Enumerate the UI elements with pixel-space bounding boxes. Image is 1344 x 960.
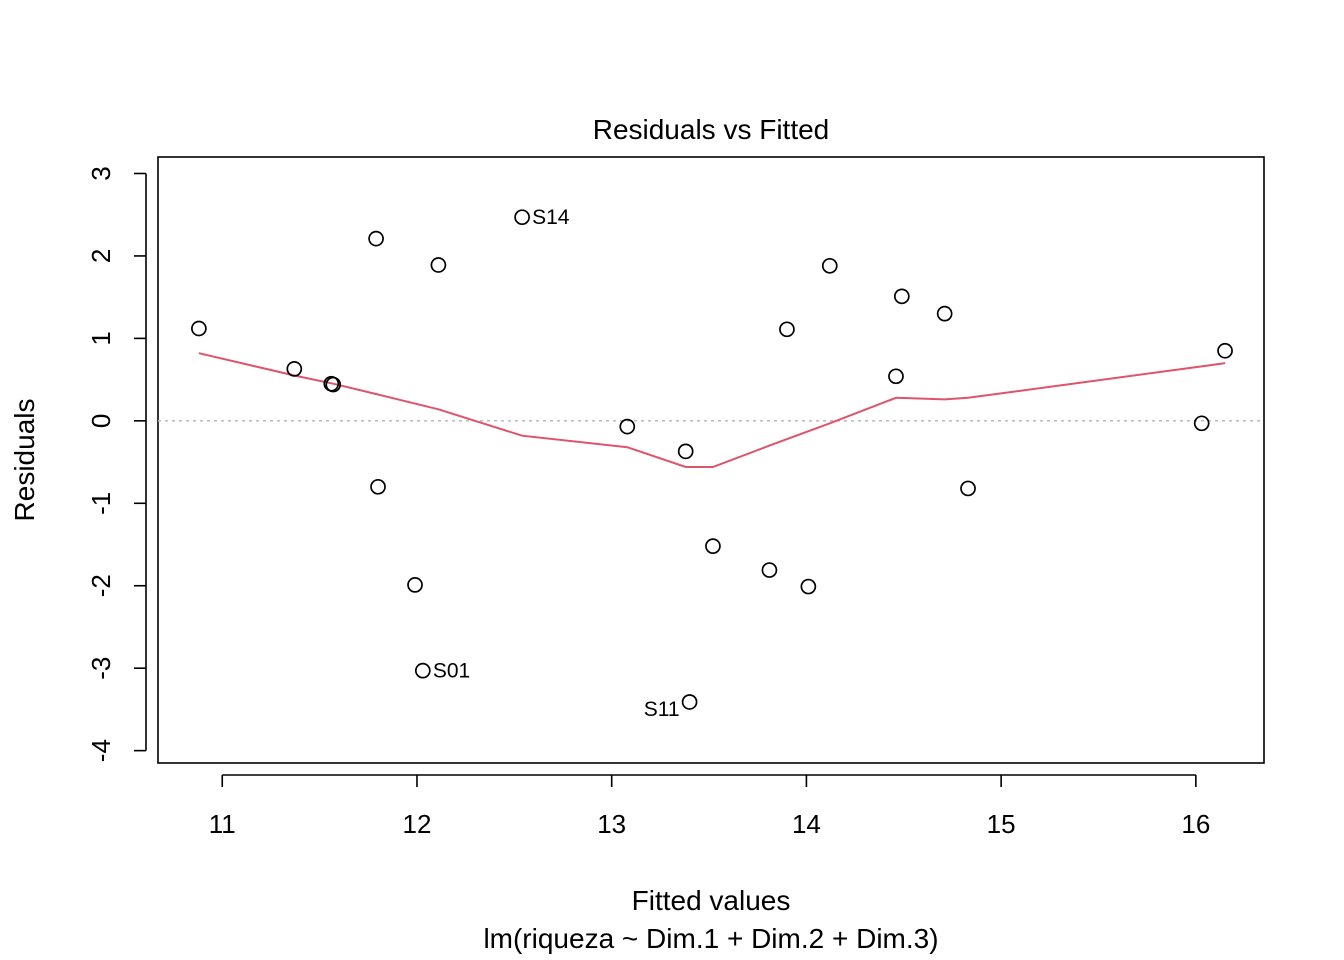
y-tick-label: -3 (86, 657, 116, 680)
x-tick-label: 13 (597, 809, 626, 839)
y-tick-label: -1 (86, 492, 116, 515)
x-axis: 11 12 13 14 15 16 (209, 774, 1210, 839)
data-point (514, 209, 530, 226)
y-tick-label: -2 (86, 574, 116, 597)
y-tick-label: 3 (86, 166, 116, 180)
data-point (407, 577, 423, 593)
model-formula-subtitle: lm(riqueza ~ Dim.1 + Dim.2 + Dim.3) (483, 923, 938, 954)
chart-title: Residuals vs Fitted (593, 114, 830, 145)
smooth-line (198, 352, 1226, 468)
x-tick-label: 12 (403, 809, 432, 839)
data-point (821, 257, 838, 274)
y-tick-label: 2 (86, 249, 116, 263)
data-point (414, 662, 431, 679)
data-point (681, 694, 698, 710)
data-point (677, 443, 694, 460)
point-label: S14 (532, 206, 570, 229)
data-point (430, 257, 447, 273)
data-point (893, 288, 910, 305)
data-point (1217, 342, 1233, 359)
data-point (619, 418, 636, 435)
plot-frame (157, 156, 1265, 764)
x-tick-label: 15 (987, 809, 1016, 839)
y-tick-label: 0 (86, 414, 116, 428)
x-tick-label: 14 (792, 809, 821, 839)
data-point (1193, 415, 1210, 432)
data-point (779, 321, 795, 338)
point-label: S01 (433, 660, 470, 683)
data-point (800, 578, 817, 595)
x-tick-label: 11 (209, 809, 236, 839)
points: S01 S14 S11 (191, 206, 1233, 721)
data-point (888, 368, 904, 385)
data-point (323, 375, 340, 392)
data-point (761, 562, 778, 578)
x-tick-label: 16 (1181, 809, 1210, 839)
y-axis-title: Residuals (9, 399, 40, 522)
y-tick-label: -4 (86, 739, 116, 762)
data-point (191, 320, 207, 337)
y-tick-label: 1 (86, 331, 116, 345)
data-point (960, 480, 976, 497)
data-point (286, 361, 303, 377)
y-axis: -4 -3 -2 -1 0 1 2 3 (86, 166, 147, 762)
data-point (370, 478, 386, 495)
point-label: S11 (644, 698, 680, 721)
data-point (368, 230, 384, 247)
x-axis-title: Fitted values (632, 885, 791, 916)
data-point (936, 305, 953, 322)
data-point (705, 538, 721, 555)
